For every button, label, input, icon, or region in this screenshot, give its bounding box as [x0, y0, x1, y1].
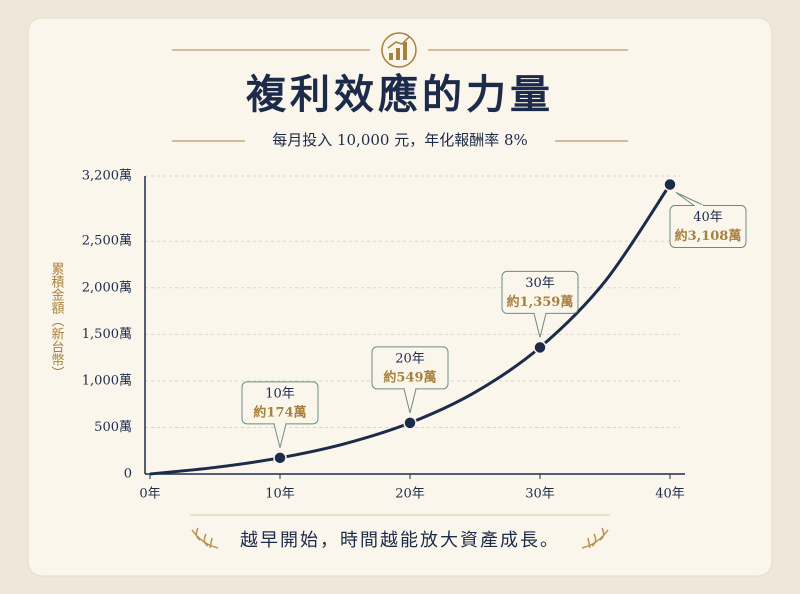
value-label: 約3,108萬 — [675, 228, 742, 244]
callout-title: 30年 — [525, 276, 555, 291]
x-tick-label: 30年 — [525, 487, 555, 502]
callout-title: 40年 — [693, 210, 723, 225]
callout-title: 10年 — [265, 386, 295, 401]
y-axis-label: 累積金額（新台幣） — [49, 262, 65, 379]
y-tick-label: 1,500萬 — [82, 327, 132, 342]
callout-pointer — [273, 423, 287, 448]
callout-title: 20年 — [395, 351, 425, 366]
point — [403, 416, 417, 430]
x-tick-label: 20年 — [395, 487, 425, 502]
point — [663, 177, 677, 192]
subtitle: 每月投入 10,000 元，年化報酬率 8% — [272, 131, 528, 149]
value-label: 約174萬 — [253, 404, 306, 420]
x-tick-label: 10年 — [265, 487, 295, 502]
callout-pointer — [533, 313, 547, 338]
callout-pointer — [675, 192, 705, 206]
x-tick-label: 0年 — [139, 487, 160, 502]
footer: 越早開始，時間越能放大資產成長。 — [240, 530, 560, 551]
y-tick-label: 1,000萬 — [82, 373, 132, 388]
x-tick-label: 40年 — [655, 487, 685, 502]
value-label: 約1,359萬 — [507, 294, 574, 310]
y-tick-label: 2,000萬 — [82, 280, 132, 295]
title-ornament — [172, 32, 628, 68]
callout-pointer — [403, 388, 417, 413]
value-label: 約549萬 — [383, 369, 436, 385]
point — [533, 340, 547, 355]
callout-box — [669, 205, 747, 249]
y-tick-label: 500萬 — [94, 420, 132, 435]
y-tick-label: 2,500萬 — [82, 234, 132, 249]
y-tick-label: 3,200萬 — [82, 169, 132, 184]
point — [273, 451, 287, 465]
card — [27, 17, 773, 577]
chart-title: 複利效應的力量 — [246, 71, 554, 118]
y-tick-label: 0 — [124, 467, 132, 482]
laurels — [191, 527, 609, 549]
